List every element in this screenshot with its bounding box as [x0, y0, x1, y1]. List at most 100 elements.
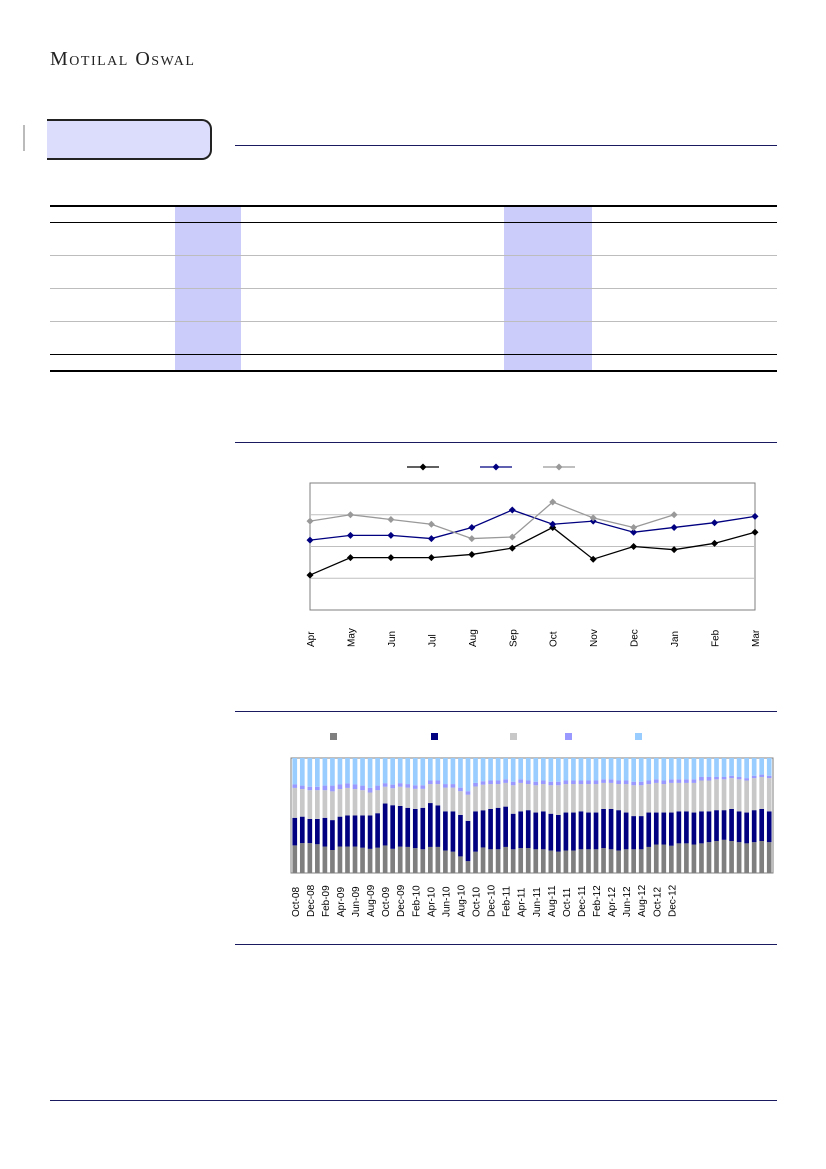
bar-segment: [443, 758, 448, 785]
bar-segment: [540, 780, 546, 785]
bar-segment: [435, 805, 441, 847]
bar-segment: [465, 791, 471, 795]
bar-segment: [668, 779, 674, 783]
bar-segment: [616, 850, 621, 873]
bar-segment: [638, 758, 644, 782]
bar-segment: [510, 849, 516, 873]
bar-segment: [706, 811, 712, 843]
bar-segment: [751, 810, 757, 843]
bar-segment: [450, 787, 456, 812]
x-tick-label: Apr-11: [517, 887, 528, 917]
bar-segment: [345, 846, 350, 873]
tab-edge-mark: [23, 125, 25, 151]
bar-segment: [601, 782, 606, 809]
bar-segment: [465, 820, 471, 862]
bar-segment: [661, 780, 667, 785]
series-line: [309, 501, 675, 540]
x-tick-label: Apr-09: [336, 887, 347, 917]
data-point: [630, 528, 638, 536]
data-point: [508, 533, 516, 541]
bar-segment: [375, 758, 380, 786]
bar-segment: [307, 818, 313, 844]
bar-segment: [691, 812, 697, 845]
x-tick-label: Aug-09: [366, 884, 377, 917]
bar-segment: [623, 758, 629, 781]
table-row-divider: [50, 255, 777, 256]
bar-segment: [405, 846, 411, 873]
bar-segment: [292, 787, 298, 818]
x-tick-label: Oct-11: [562, 887, 573, 917]
bar-segment: [495, 784, 501, 808]
bar-segment: [367, 815, 373, 849]
bar-segment: [676, 758, 682, 780]
line-chart: Apr May Jun Jul Aug Sep Oct Nov Dec Jan Feb Mar: [306, 463, 762, 647]
bar-segment: [744, 843, 749, 873]
bar-segment: [714, 776, 719, 780]
bar-segment: [571, 812, 576, 851]
bar-segment: [586, 758, 591, 781]
bar-segment: [488, 780, 493, 785]
bar-segment: [367, 848, 373, 873]
bar-segment: [390, 848, 396, 873]
bar-segment: [616, 784, 621, 811]
x-tick-label: Dec-11: [577, 885, 588, 917]
chart2-top-rule: [235, 711, 777, 712]
bar-segment: [631, 849, 637, 873]
bar-segment: [540, 758, 546, 781]
bar-segment: [525, 810, 531, 849]
x-tick-label: Dec-12: [667, 884, 678, 917]
bar-segment: [473, 851, 478, 873]
x-tick-label: Dec: [630, 629, 641, 647]
bar-segment: [375, 813, 380, 848]
bar-segment: [646, 780, 652, 785]
bar-segment: [518, 848, 524, 873]
legend-swatch: [565, 733, 572, 740]
bar-segment: [691, 782, 697, 813]
bar-segment: [307, 790, 313, 819]
x-tick-label: Nov: [589, 629, 600, 647]
data-point: [508, 544, 516, 552]
legend-swatch: [330, 733, 337, 740]
bar-segment: [315, 818, 320, 845]
bar-segment: [676, 782, 682, 812]
x-tick-label: Jun-11: [532, 887, 543, 917]
bar-segment: [744, 780, 749, 813]
bar-segment: [450, 851, 456, 873]
bar-segment: [420, 785, 426, 789]
bar-segment: [729, 778, 734, 809]
x-tick-label: Apr-10: [426, 887, 437, 917]
bar-segment: [299, 816, 305, 844]
bar-segment: [330, 758, 335, 786]
bar-segment: [345, 815, 350, 847]
bar-segment: [443, 850, 448, 873]
bar-segment: [420, 758, 426, 786]
bar-segment: [721, 758, 727, 777]
bar-segment: [405, 807, 411, 847]
bar-segment: [322, 758, 328, 786]
bar-segment: [367, 758, 373, 788]
table-header-rule: [50, 222, 777, 223]
bar-segment: [488, 758, 493, 781]
x-tick-label: Jun-12: [622, 886, 633, 917]
bar-segment: [345, 787, 350, 816]
bar-segment: [699, 776, 704, 781]
bar-segment: [751, 842, 757, 873]
bar-segment: [684, 811, 689, 844]
bar-segment: [510, 758, 516, 782]
data-point: [468, 523, 476, 531]
bar-segment: [593, 780, 599, 785]
x-tick-label: Feb-10: [411, 885, 422, 917]
bar-segment: [699, 780, 704, 812]
bar-segment: [631, 816, 637, 850]
x-tick-label: Mar: [751, 629, 762, 647]
bar-segment: [473, 811, 478, 852]
bar-segment: [759, 774, 765, 777]
bar-segment: [299, 843, 305, 873]
bar-segment: [292, 817, 298, 846]
bar-segment: [646, 758, 652, 781]
bar-segment: [427, 784, 433, 804]
chart1-top-rule: [235, 442, 777, 443]
bar-segment: [458, 856, 463, 873]
bar-segment: [397, 805, 403, 847]
bar-segment: [292, 758, 298, 785]
